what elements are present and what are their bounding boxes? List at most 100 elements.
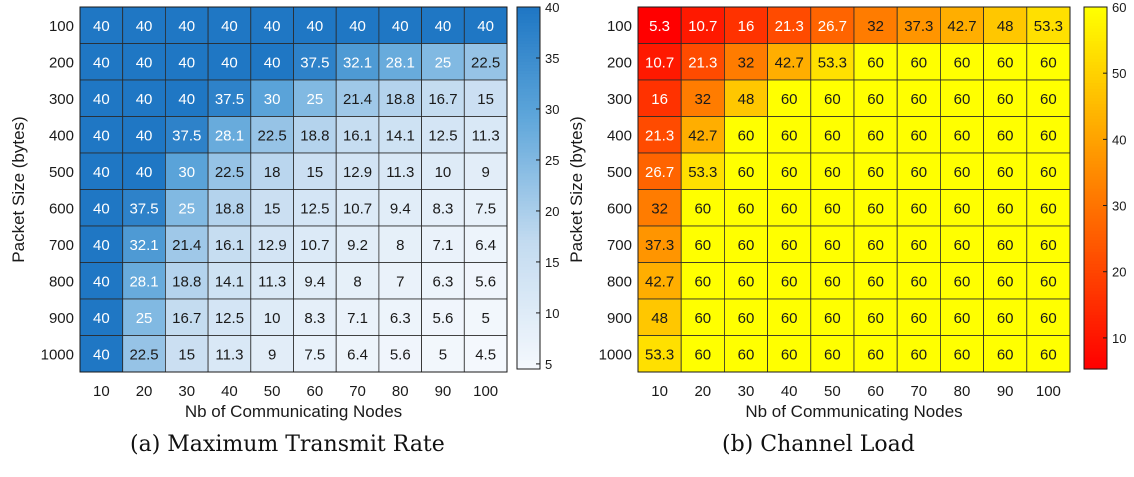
cell-label: 26.7 [645,164,674,181]
colorbar-gradient-step [1084,34,1107,38]
cell-label: 60 [954,237,971,254]
colorbar-gradient-step [517,314,540,319]
heatmap-cell [463,335,508,373]
colorbar-gradient-step [517,166,540,171]
cell-label: 60 [781,164,798,181]
colorbar-gradient-step [517,172,540,177]
colorbar-gradient-step [517,254,540,258]
cell-label: 60 [954,54,971,71]
heatmap-cell [250,335,294,373]
cell-label: 60 [1040,200,1057,217]
cell-label: 11.3 [386,164,414,181]
colorbar-gradient-step [517,79,540,84]
heatmap-cell [1026,152,1071,190]
colorbar-gradient-step [517,16,540,20]
colorbar-gradient-step [1084,332,1107,337]
colorbar-gradient-step [517,22,540,26]
cell-label: 40 [93,164,110,181]
colorbar-gradient-step [517,61,540,65]
heatmap-cell [637,225,682,263]
colorbar-gradient-step [1084,362,1107,367]
cell-label: 12.5 [215,310,244,327]
x-tick-label: 50 [264,383,281,400]
heatmap-cell [293,189,337,227]
colorbar-gradient-step [517,121,540,126]
y-tick-label: 500 [49,164,74,181]
heatmap-cell [1026,116,1071,154]
x-tick-label: 80 [954,383,971,400]
colorbar-gradient-step [1084,269,1107,274]
y-tick-label: 400 [49,127,74,144]
cell-label: 60 [867,127,884,144]
cell-label: 60 [694,273,711,290]
cell-label: 40 [93,127,110,144]
y-tick-label: 600 [49,200,74,217]
colorbar-gradient-step [517,353,540,358]
plot-frame [637,6,1071,373]
cell-label: 18.8 [172,273,201,290]
y-tick-label: 700 [49,237,74,254]
colorbar-gradient-step [517,175,540,180]
colorbar-gradient-step [517,100,540,105]
colorbar-gradient-step [1084,85,1107,90]
cell-label: 60 [997,237,1014,254]
y-tick-label: 100 [607,18,632,35]
heatmap-cell [335,225,380,263]
colorbar-gradient-step [1084,215,1107,219]
cell-label: 60 [910,346,927,363]
colorbar-gradient-step [1084,317,1107,322]
colorbar-gradient-step [1084,353,1107,358]
heatmap-cell [983,43,1028,81]
cell-label: 16.1 [343,127,372,144]
y-tick-label: 900 [49,310,74,327]
cell-label: 60 [824,91,841,108]
heatmap-cell [164,189,209,227]
cell-label: 53.3 [1034,18,1063,35]
colorbar-gradient-step [1084,106,1107,111]
y-tick-label: 300 [607,91,632,108]
colorbar-gradient-step [517,64,540,68]
cell-label: 60 [738,200,755,217]
colorbar-gradient-step [1084,188,1107,192]
cell-label: 6.3 [390,310,411,327]
colorbar-gradient-step [517,290,540,295]
heatmap-cell [378,225,422,263]
heatmap-cell [293,335,337,373]
x-tick-label: 70 [910,383,927,400]
colorbar-gradient-step [517,365,540,370]
colorbar-gradient-step [1084,97,1107,102]
colorbar-gradient-step [1084,154,1107,159]
cell-label: 40 [136,54,153,71]
colorbar-gradient-step [517,10,540,14]
colorbar-gradient-step [517,230,540,234]
colorbar-gradient-step [517,341,540,346]
colorbar-gradient-step [517,359,540,364]
cell-label: 60 [1040,346,1057,363]
cell-label: 21.3 [688,54,717,71]
cell-label: 48 [738,91,755,108]
cell-label: 40 [221,18,238,35]
colorbar-gradient-step [517,49,540,53]
cell-label: 60 [954,346,971,363]
colorbar-gradient-step [1084,136,1107,141]
cell-label: 15 [264,200,281,217]
heatmap-cell [207,43,252,81]
colorbar-tick-label: 25 [545,153,559,168]
cell-label: 37.3 [904,18,933,35]
colorbar-gradient-step [1084,7,1107,11]
colorbar-gradient-step [1084,359,1107,364]
heatmap-cell [896,262,941,300]
heatmap-cell [853,335,898,373]
colorbar-gradient-step [517,242,540,246]
cell-label: 48 [997,18,1014,35]
colorbar-gradient-step [1084,329,1107,334]
cell-label: 60 [867,200,884,217]
colorbar-gradient-step [1084,266,1107,271]
cell-label: 7.5 [475,200,496,217]
cell-label: 32 [694,91,711,108]
x-tick-label: 30 [738,383,755,400]
heatmap-cell [896,116,941,154]
heatmap-cell [810,79,855,117]
cell-label: 60 [1040,127,1057,144]
colorbar-gradient-step [517,97,540,102]
